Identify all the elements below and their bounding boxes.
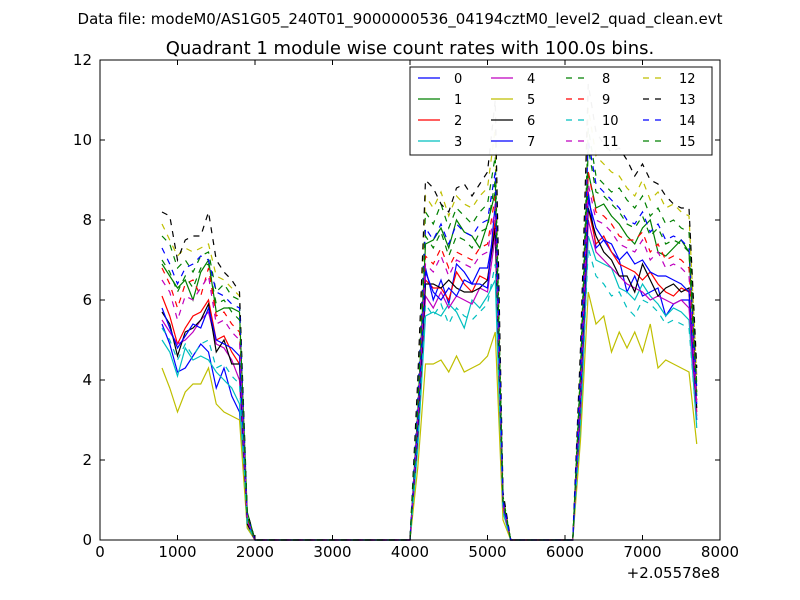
legend-label-4: 4	[527, 72, 535, 87]
legend-label-2: 2	[454, 114, 462, 129]
legend-label-14: 14	[679, 114, 696, 129]
legend-box	[409, 66, 713, 156]
legend-label-1: 1	[454, 93, 462, 108]
series-line-10	[161, 247, 698, 541]
legend-label-5: 5	[527, 93, 535, 108]
legend-label-7: 7	[527, 135, 535, 150]
y-tick-label: 8	[82, 211, 92, 229]
series-line-12	[161, 107, 698, 541]
x-tick-label: 4000	[391, 543, 429, 561]
series-line-5	[161, 291, 698, 541]
series-line-11	[161, 183, 698, 541]
legend-label-9: 9	[602, 93, 610, 108]
series-layer	[161, 83, 698, 541]
legend-label-11: 11	[602, 135, 619, 150]
suptitle: Data file: modeM0/AS1G05_240T01_90000005…	[78, 10, 723, 29]
x-tick-label: 7000	[623, 543, 661, 561]
x-tick-label: 1000	[158, 543, 196, 561]
tick-layer: 0 1000 2000 3000 4000 5000 6000 7000 80000246810…	[73, 51, 739, 561]
x-tick-label: 5000	[468, 543, 506, 561]
legend-label-15: 15	[679, 135, 696, 150]
legend-label-13: 13	[679, 93, 696, 108]
legend-label-6: 6	[527, 114, 535, 129]
x-tick-label: 0	[95, 543, 105, 561]
x-tick-label: 8000	[701, 543, 739, 561]
y-tick-label: 2	[82, 451, 92, 469]
legend-label-12: 12	[679, 72, 696, 87]
y-tick-label: 4	[82, 371, 92, 389]
chart-title: Quadrant 1 module wise count rates with …	[166, 38, 655, 59]
y-tick-label: 12	[73, 51, 92, 69]
series-line-14	[161, 139, 698, 541]
series-line-7	[161, 199, 698, 541]
legend-label-10: 10	[602, 114, 619, 129]
x-tick-label: 6000	[546, 543, 584, 561]
x-tick-label: 2000	[236, 543, 274, 561]
y-tick-label: 0	[82, 531, 92, 549]
legend-label-0: 0	[454, 72, 462, 87]
legend-label-8: 8	[602, 72, 610, 87]
series-line-15	[161, 147, 698, 541]
x-tick-label: 3000	[313, 543, 351, 561]
legend-label-3: 3	[454, 135, 462, 150]
y-tick-label: 10	[73, 131, 92, 149]
x-offset-label: +2.05578e8	[627, 564, 720, 582]
y-tick-label: 6	[82, 291, 92, 309]
series-line-1	[161, 171, 698, 541]
